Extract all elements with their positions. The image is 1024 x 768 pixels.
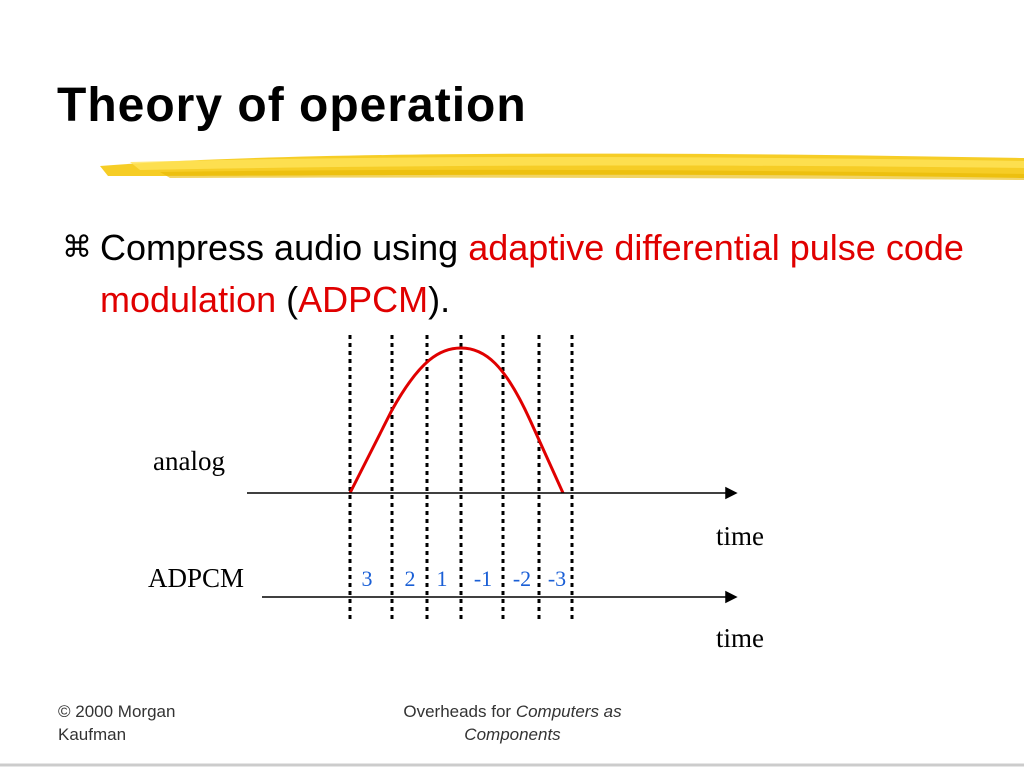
code-value: 3 — [362, 566, 373, 591]
code-value: -3 — [548, 566, 566, 591]
code-value: -1 — [474, 566, 492, 591]
text: Overheads for — [403, 702, 516, 721]
analog-curve — [348, 346, 565, 494]
book-title: Computers as Components — [464, 702, 622, 744]
copyright: © 2000 Morgan Kaufman — [58, 702, 176, 744]
text: ). — [428, 279, 451, 320]
text: ( — [276, 279, 299, 320]
code-value: 2 — [405, 566, 416, 591]
axes — [247, 486, 738, 604]
acronym: ADPCM — [298, 279, 429, 320]
code-value: 1 — [437, 566, 448, 591]
bullet-symbol: ⌘ — [62, 231, 92, 264]
term: adaptive differential pulse code modulat… — [100, 227, 964, 320]
axis-label: time — [716, 623, 764, 653]
axis-label: time — [716, 521, 764, 551]
code-value: -2 — [513, 566, 531, 591]
sample-lines — [348, 335, 574, 620]
slide-title: Theory of operation — [57, 79, 527, 132]
adpcm-label: ADPCM — [148, 563, 244, 593]
text: Compress audio using — [100, 227, 469, 268]
highlighter — [100, 153, 1024, 180]
bullet-text: Compress audio using adaptive differenti… — [100, 222, 980, 326]
footer-source: Overheads for Computers as Components — [370, 700, 655, 746]
analog-label: analog — [153, 446, 225, 476]
